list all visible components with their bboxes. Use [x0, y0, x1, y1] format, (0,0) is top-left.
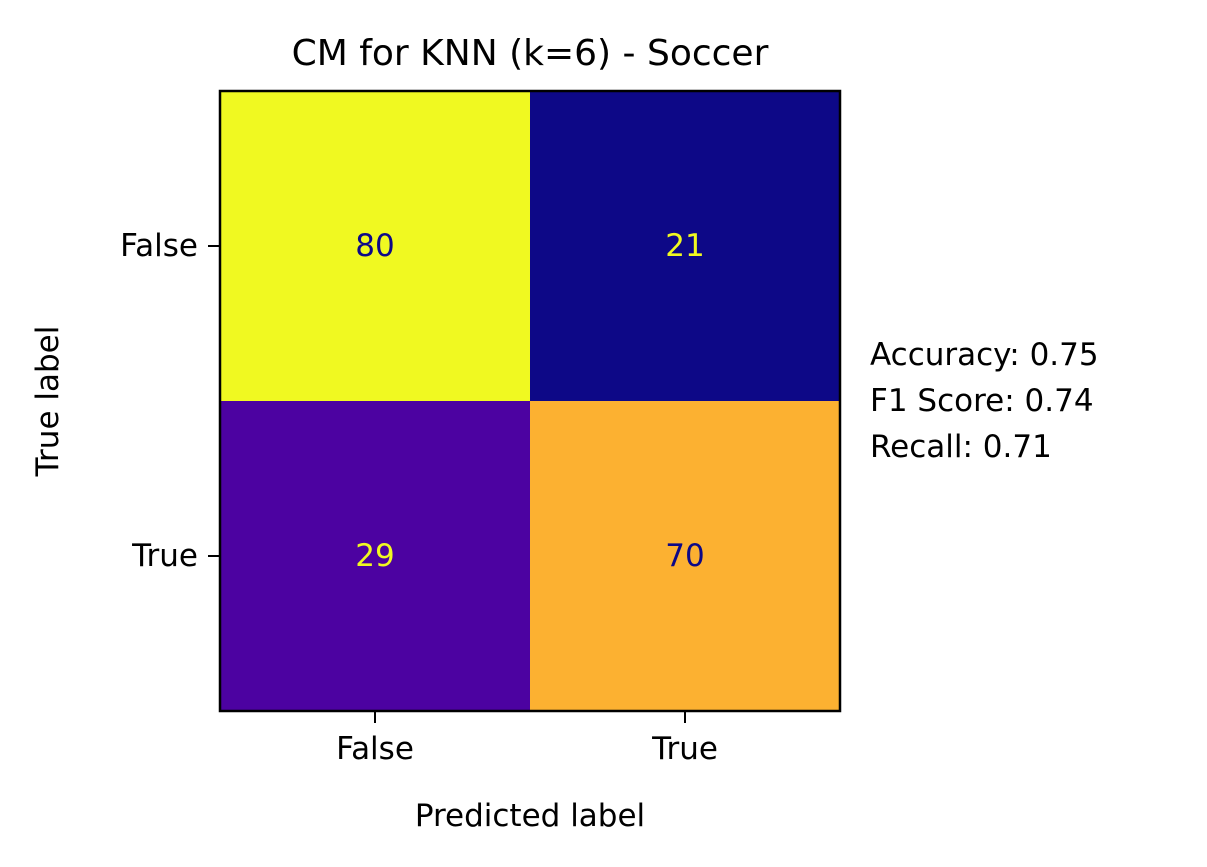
heatmap-cell-0-0: [220, 91, 530, 401]
cell-value-1-1: 70: [665, 538, 704, 574]
heatmap-cell-0-1: [530, 91, 840, 401]
heatmap-cell-1-1: [530, 401, 840, 711]
y-axis-label: True label: [30, 326, 66, 478]
y-tick-label-1: True: [131, 538, 198, 574]
heatmap-cell-labels: 80 21 29 70: [355, 228, 704, 574]
heatmap-cells: [220, 91, 840, 711]
y-axis-ticks: False True: [120, 228, 220, 574]
x-axis-label: Predicted label: [415, 798, 645, 834]
cell-value-0-1: 21: [665, 228, 704, 264]
heatmap-cell-1-0: [220, 401, 530, 711]
metrics-panel: Accuracy: 0.75 F1 Score: 0.74 Recall: 0.71: [870, 337, 1099, 465]
plot-frame: [218, 89, 842, 713]
cell-value-0-0: 80: [355, 228, 394, 264]
chart-title: CM for KNN (k=6) - Soccer: [292, 33, 769, 74]
x-tick-label-1: True: [651, 731, 718, 767]
cell-value-1-0: 29: [355, 538, 394, 574]
metric-recall: Recall: 0.71: [870, 429, 1052, 465]
metric-f1-score: F1 Score: 0.74: [870, 383, 1094, 419]
x-tick-label-0: False: [336, 731, 414, 767]
x-axis-ticks: False True: [336, 711, 718, 767]
metric-accuracy: Accuracy: 0.75: [870, 337, 1099, 373]
y-tick-label-0: False: [120, 228, 198, 264]
